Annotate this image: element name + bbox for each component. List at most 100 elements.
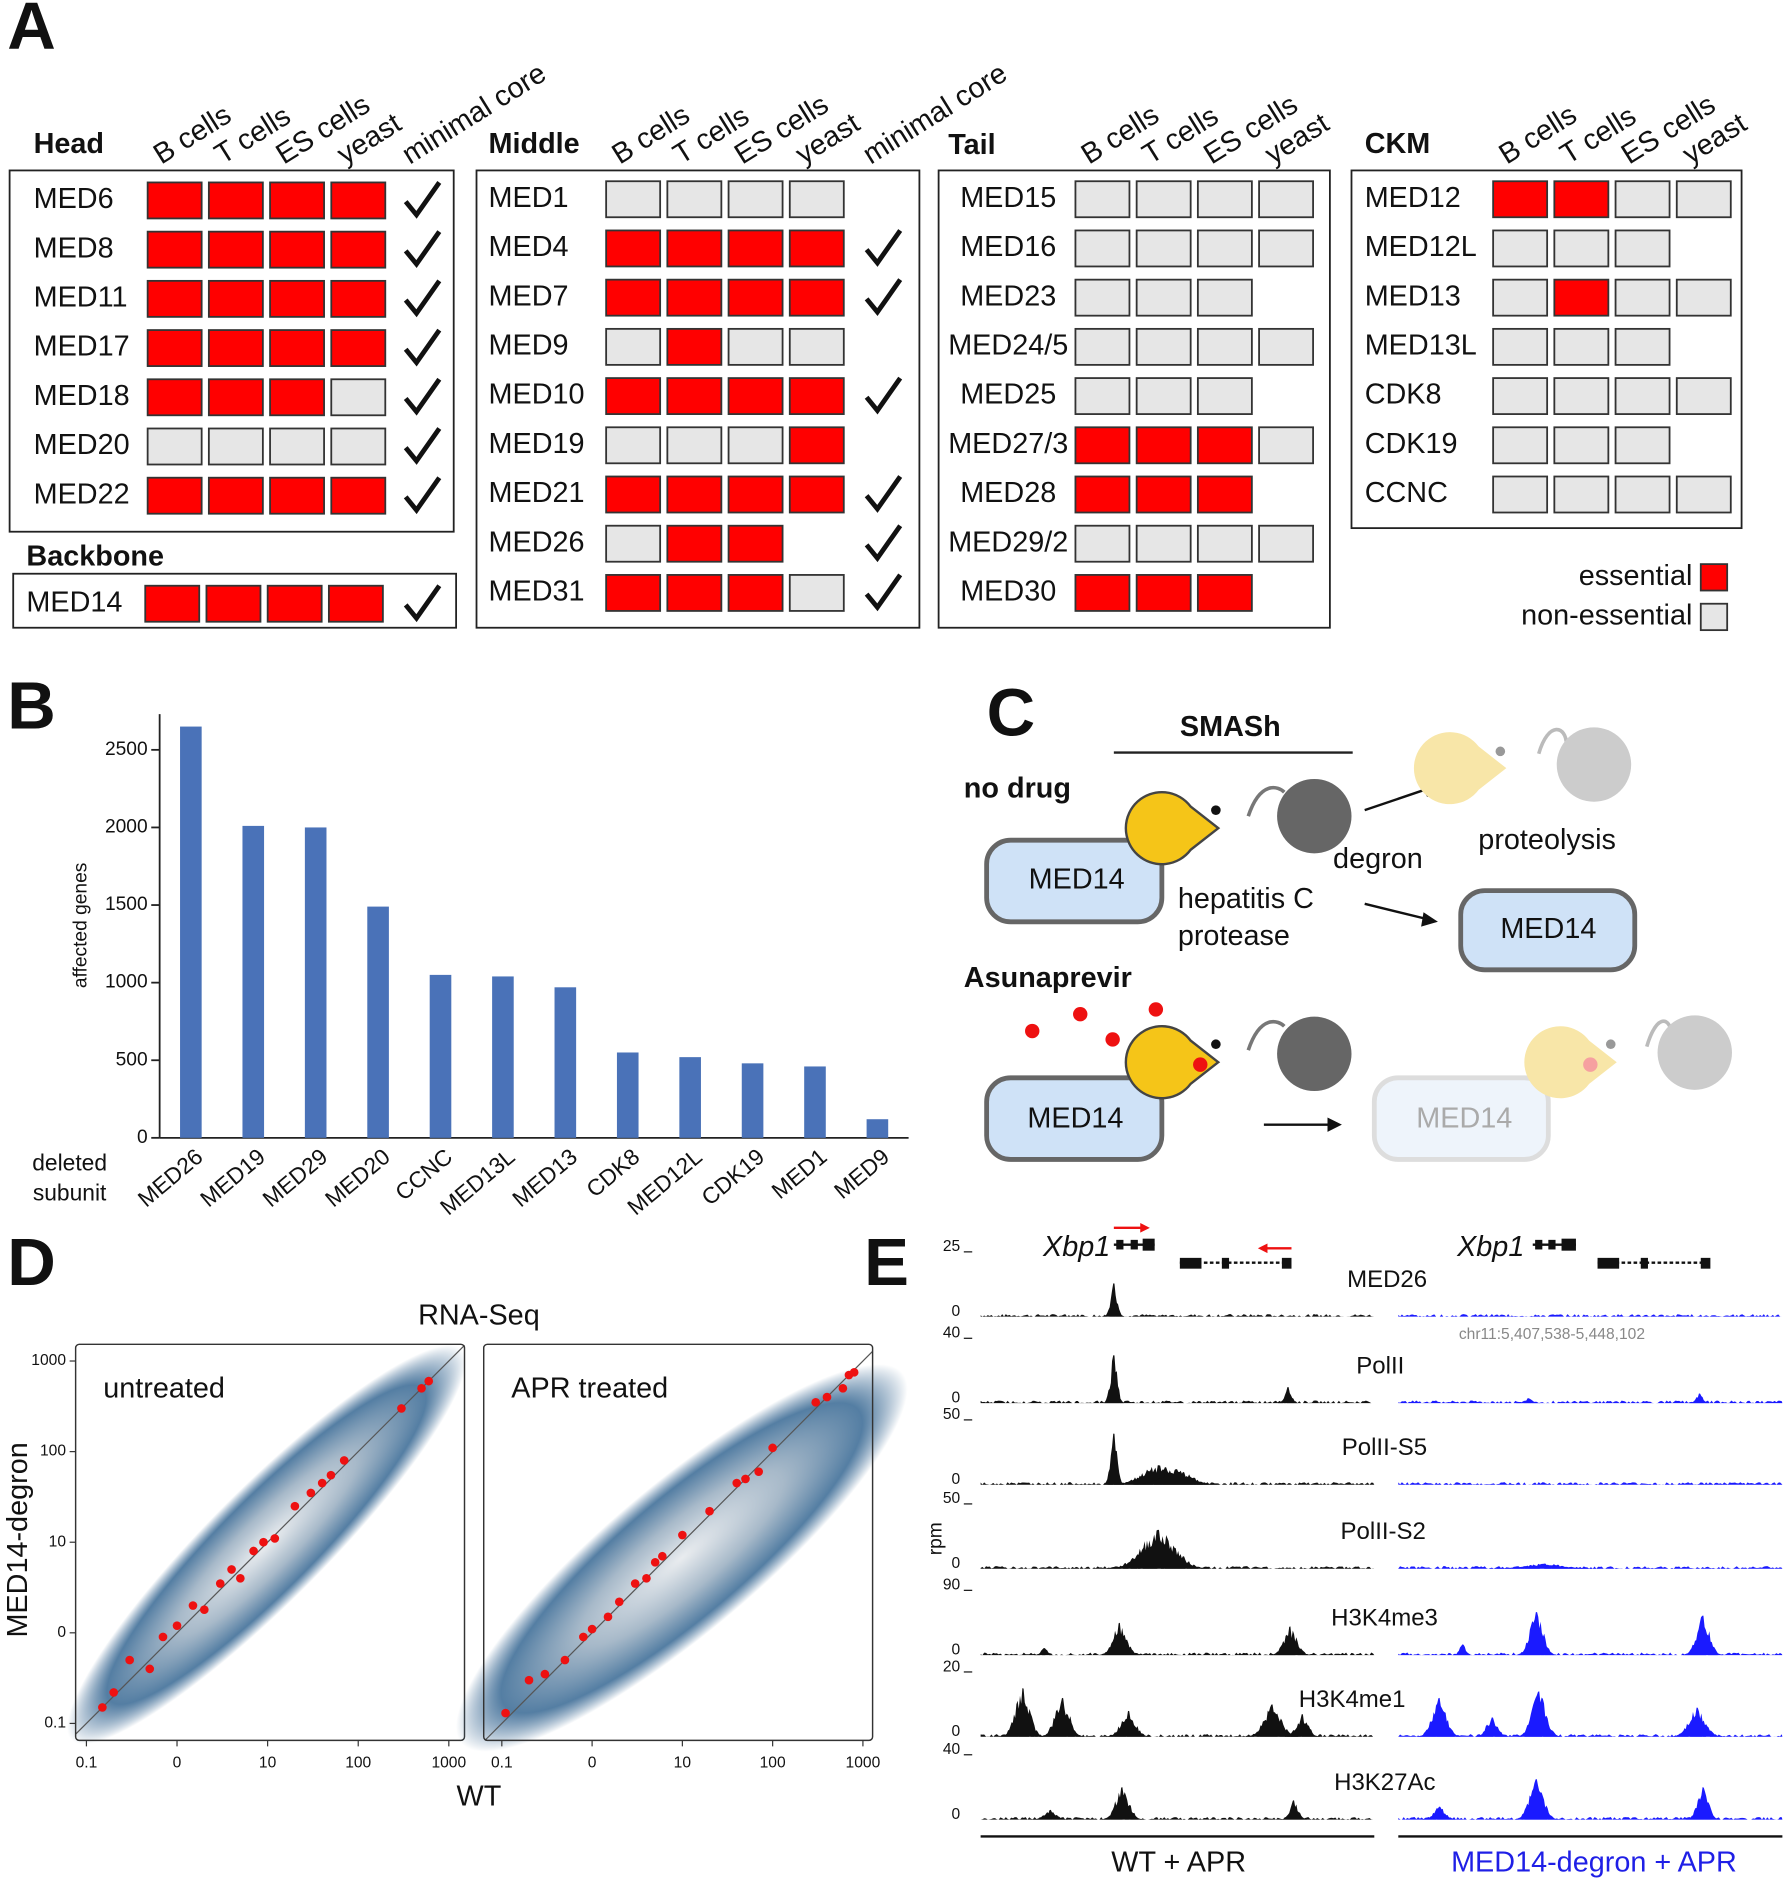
panel-letter: E <box>864 1225 909 1300</box>
y-tick-label: 0.1 <box>44 1715 66 1732</box>
essentiality-cell <box>330 279 387 318</box>
x-tick-label: MED1 <box>766 1143 831 1204</box>
point <box>768 1443 777 1453</box>
point <box>172 1621 182 1630</box>
group-label: Middle <box>489 128 580 160</box>
degron-ball-faded <box>1556 727 1632 802</box>
protease-faded <box>1524 1026 1617 1099</box>
signal-peak <box>1246 1704 1299 1737</box>
point <box>501 1708 510 1718</box>
bar <box>804 1066 826 1138</box>
essentiality-cell <box>330 378 387 417</box>
row-label: MED9 <box>489 329 569 361</box>
protease-eye <box>1211 1039 1221 1050</box>
essentiality-cell <box>1196 327 1253 366</box>
essentiality-cell <box>327 584 384 623</box>
signal-peak <box>1284 1714 1320 1737</box>
y-tick-label: 0 <box>57 1624 66 1641</box>
heading: RNA-Seq <box>418 1299 540 1331</box>
scatter-plot: untreated 0.1 0.1 0 0 10 10 100 100 1000 1000 <box>31 1343 466 1771</box>
legend-swatch <box>1699 563 1729 592</box>
essentiality-cell <box>146 279 203 318</box>
essentiality-cell <box>205 584 262 623</box>
signal-baseline <box>1398 1816 1783 1820</box>
essentiality-cell <box>666 524 723 563</box>
x-tick-label: CDK19 <box>696 1143 769 1210</box>
bar <box>616 1052 639 1138</box>
bar <box>429 974 452 1138</box>
y-tick-label: 100 <box>40 1443 66 1460</box>
track-label: H3K4me1 <box>1299 1686 1406 1713</box>
group-box <box>1350 169 1743 530</box>
protein-label: MED14 <box>1029 864 1125 896</box>
y-tick-label: 10 <box>49 1533 67 1550</box>
point <box>158 1632 168 1642</box>
group-box <box>475 169 921 629</box>
y-tick-label: 1000 <box>105 972 148 993</box>
bar <box>367 906 389 1138</box>
arrow <box>1364 787 1429 812</box>
essentiality-cell <box>1135 574 1192 612</box>
point <box>227 1565 236 1574</box>
point <box>249 1546 258 1556</box>
x-axis-label: WT <box>457 1781 502 1813</box>
x-tick-label: 0.1 <box>76 1754 98 1771</box>
x-tick-label: 1000 <box>431 1754 466 1771</box>
label: SMASh <box>1180 711 1281 743</box>
track-label: MED26 <box>1347 1266 1427 1293</box>
y-axis-label: MED14-degron <box>2 1442 34 1637</box>
point <box>642 1573 651 1583</box>
signal-peak <box>1000 1688 1045 1737</box>
row-label: MED31 <box>489 576 585 608</box>
essentiality-cell <box>207 329 264 367</box>
essentiality-cell <box>1135 475 1192 514</box>
essentiality-cell <box>666 278 723 317</box>
signal-peak <box>1515 1398 1542 1404</box>
row-label: MED12L <box>1365 231 1477 263</box>
essentiality-cell <box>1553 426 1610 465</box>
signal-peak <box>1689 1393 1710 1404</box>
essentiality-cell <box>788 574 845 612</box>
checkmark <box>403 476 442 515</box>
x-axis-label: deleted <box>32 1149 107 1175</box>
point <box>811 1398 821 1407</box>
essentiality-cell <box>1135 524 1192 563</box>
essentiality-cell <box>146 181 203 220</box>
point <box>614 1597 624 1607</box>
essentiality-cell <box>269 378 325 417</box>
track-label: H3K4me3 <box>1331 1604 1438 1631</box>
essentiality-cell <box>207 181 264 220</box>
essentiality-cell <box>146 427 203 466</box>
gene-models <box>980 1223 1783 1838</box>
essentiality-cell <box>727 327 784 366</box>
group-box <box>937 169 1331 629</box>
point <box>754 1467 763 1477</box>
protein-label: MED14 <box>1500 913 1596 945</box>
signal-baseline <box>980 1400 1375 1404</box>
row-label: MED29/2 <box>948 526 1068 558</box>
point <box>741 1474 750 1484</box>
essentiality-cell <box>1258 229 1314 268</box>
row-label: MED4 <box>489 231 569 263</box>
legend-swatch <box>1699 602 1729 632</box>
row-label: MED23 <box>960 280 1056 312</box>
row-label: MED6 <box>34 183 114 215</box>
row-label: MED13L <box>1365 329 1477 361</box>
signal-peak <box>1685 1787 1720 1820</box>
point <box>259 1537 268 1547</box>
x-tick-label: MED26 <box>133 1143 208 1212</box>
essentiality-cell <box>605 426 662 465</box>
signal-peak <box>1277 1387 1299 1404</box>
essentiality-cell <box>788 180 845 219</box>
row-label: CCNC <box>1365 477 1448 509</box>
essentiality-cell <box>1553 475 1610 514</box>
signal-baseline <box>1398 1314 1783 1317</box>
gene-label: Xbp1 <box>1042 1231 1110 1263</box>
essentiality-cell <box>666 229 723 268</box>
y-axis-label: affected genes <box>71 863 92 989</box>
row-label: MED27/3 <box>948 428 1068 460</box>
signal-peak <box>1107 1529 1210 1569</box>
drug-dot <box>1148 1002 1164 1017</box>
label: no drug <box>964 772 1071 804</box>
